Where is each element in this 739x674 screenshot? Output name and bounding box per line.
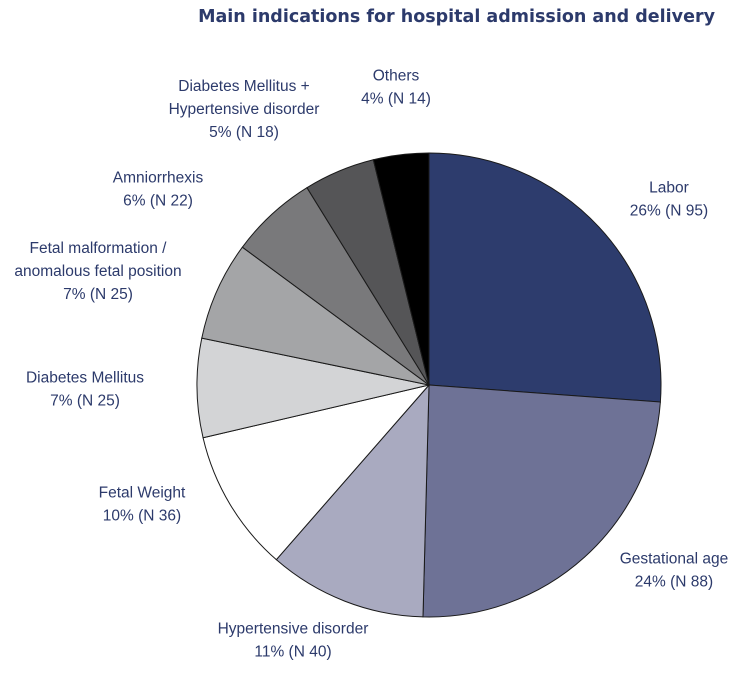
slice-label: 10% (N 36) bbox=[103, 508, 181, 525]
slice-label: Diabetes Mellitus bbox=[26, 370, 144, 387]
slice-label: Hypertensive disorder bbox=[169, 101, 320, 118]
slice-label: Hypertensive disorder bbox=[218, 621, 369, 638]
pie-slice-labor bbox=[428, 152, 662, 403]
slice-label: 7% (N 25) bbox=[50, 393, 120, 410]
pie-slice-fetal-weight bbox=[202, 384, 431, 561]
slice-label: Fetal Weight bbox=[99, 485, 186, 502]
slice-label: Diabetes Mellitus + bbox=[178, 78, 309, 95]
slice-label: Labor bbox=[649, 180, 689, 197]
slice-label: 4% (N 14) bbox=[361, 91, 431, 108]
slice-label: Gestational age bbox=[620, 551, 729, 568]
slice-label: anomalous fetal position bbox=[14, 263, 181, 280]
slice-label: 11% (N 40) bbox=[254, 644, 331, 661]
chart-title: Main indications for hospital admission … bbox=[198, 7, 716, 27]
slice-label: 24% (N 88) bbox=[635, 574, 713, 591]
pie-slice-gestational-age bbox=[422, 384, 661, 618]
slice-label: Fetal malformation / bbox=[30, 240, 168, 257]
slice-label: Others bbox=[373, 68, 420, 85]
slice-label: 26% (N 95) bbox=[630, 203, 708, 220]
pie-slice-others bbox=[372, 152, 430, 386]
slice-label: Amniorrhexis bbox=[113, 170, 204, 187]
slice-label: 5% (N 18) bbox=[209, 124, 279, 141]
slice-label: 6% (N 22) bbox=[123, 193, 193, 210]
pie-slice-hypertensive-disorder bbox=[275, 383, 430, 618]
slice-label: 7% (N 25) bbox=[63, 286, 133, 303]
